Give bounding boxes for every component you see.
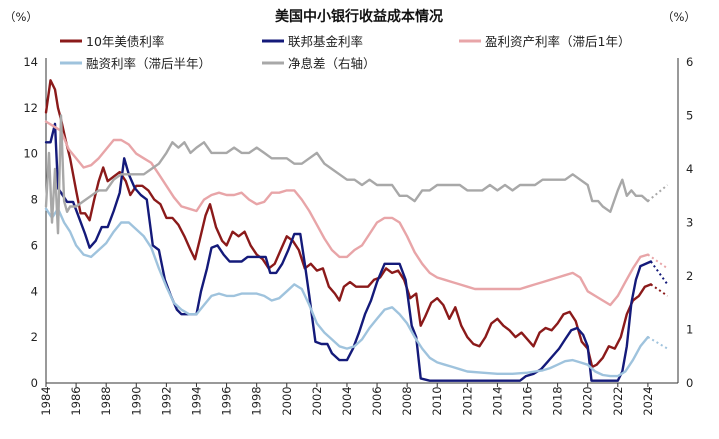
x-tick-label: 1998	[250, 386, 264, 415]
left-axis-unit: （%）	[4, 10, 38, 24]
x-tick-label: 1990	[129, 386, 143, 415]
x-tick-label: 1992	[159, 386, 173, 415]
x-tick-label: 1984	[39, 386, 53, 415]
series-line-3	[44, 207, 650, 378]
x-tick-label: 2012	[460, 386, 474, 415]
right-tick-label: 1	[686, 323, 693, 337]
x-tick-label: 2000	[280, 386, 294, 415]
left-tick-label: 12	[23, 101, 38, 115]
x-tick-label: 2022	[611, 386, 625, 415]
series-line-4	[44, 114, 650, 235]
x-tick-label: 2006	[370, 386, 384, 415]
right-tick-label: 6	[686, 55, 693, 69]
x-tick-label: 2004	[340, 386, 354, 415]
x-tick-label: 1988	[99, 386, 113, 415]
legend-label-treasury: 10年美债利率	[86, 34, 164, 49]
right-tick-label: 4	[686, 162, 693, 176]
x-tick-label: 1996	[220, 386, 234, 415]
x-tick-label: 1994	[189, 386, 203, 415]
series-projection-1	[650, 260, 669, 285]
legend: 10年美债利率 联邦基金利率 盈利资产利率（滞后1年） 融资利率（滞后半年） 净…	[60, 34, 630, 71]
x-tick-label: 2002	[310, 386, 324, 415]
left-tick-label: 8	[31, 193, 38, 207]
x-tick-label: 2024	[641, 386, 655, 415]
left-tick-label: 4	[31, 284, 38, 298]
series-projection-0	[650, 283, 669, 297]
x-tick-label: 2008	[400, 386, 414, 415]
series-line-2	[44, 120, 650, 307]
x-tick-label: 1986	[69, 386, 83, 415]
series-line-1	[44, 122, 653, 382]
series-projection-3	[647, 336, 669, 350]
series-layer	[44, 79, 669, 382]
right-tick-label: 5	[686, 109, 693, 123]
right-axis-unit: （%）	[662, 10, 696, 24]
chart-title: 美国中小银行收益成本情况	[275, 8, 443, 25]
x-tick-label: 2014	[490, 386, 504, 415]
x-tick-label: 2020	[581, 386, 595, 415]
series-projection-4	[647, 184, 669, 202]
series-projection-2	[647, 253, 669, 270]
legend-label-asset-yield: 盈利资产利率（滞后1年）	[485, 34, 630, 49]
right-tick-label: 2	[686, 269, 693, 283]
legend-label-nim: 净息差（右轴）	[288, 56, 376, 71]
left-tick-label: 14	[23, 55, 38, 69]
right-tick-label: 3	[686, 216, 693, 230]
left-tick-label: 10	[23, 147, 38, 161]
right-tick-label: 0	[686, 376, 693, 390]
left-tick-label: 6	[31, 238, 38, 252]
series-line-0	[44, 79, 653, 369]
x-tick-label: 2016	[521, 386, 535, 415]
left-tick-label: 2	[31, 330, 38, 344]
x-tick-label: 2010	[430, 386, 444, 415]
legend-label-fed-funds: 联邦基金利率	[288, 34, 363, 49]
x-tick-label: 2018	[551, 386, 565, 415]
legend-label-funding-cost: 融资利率（滞后半年）	[86, 56, 211, 71]
left-tick-label: 0	[31, 376, 38, 390]
